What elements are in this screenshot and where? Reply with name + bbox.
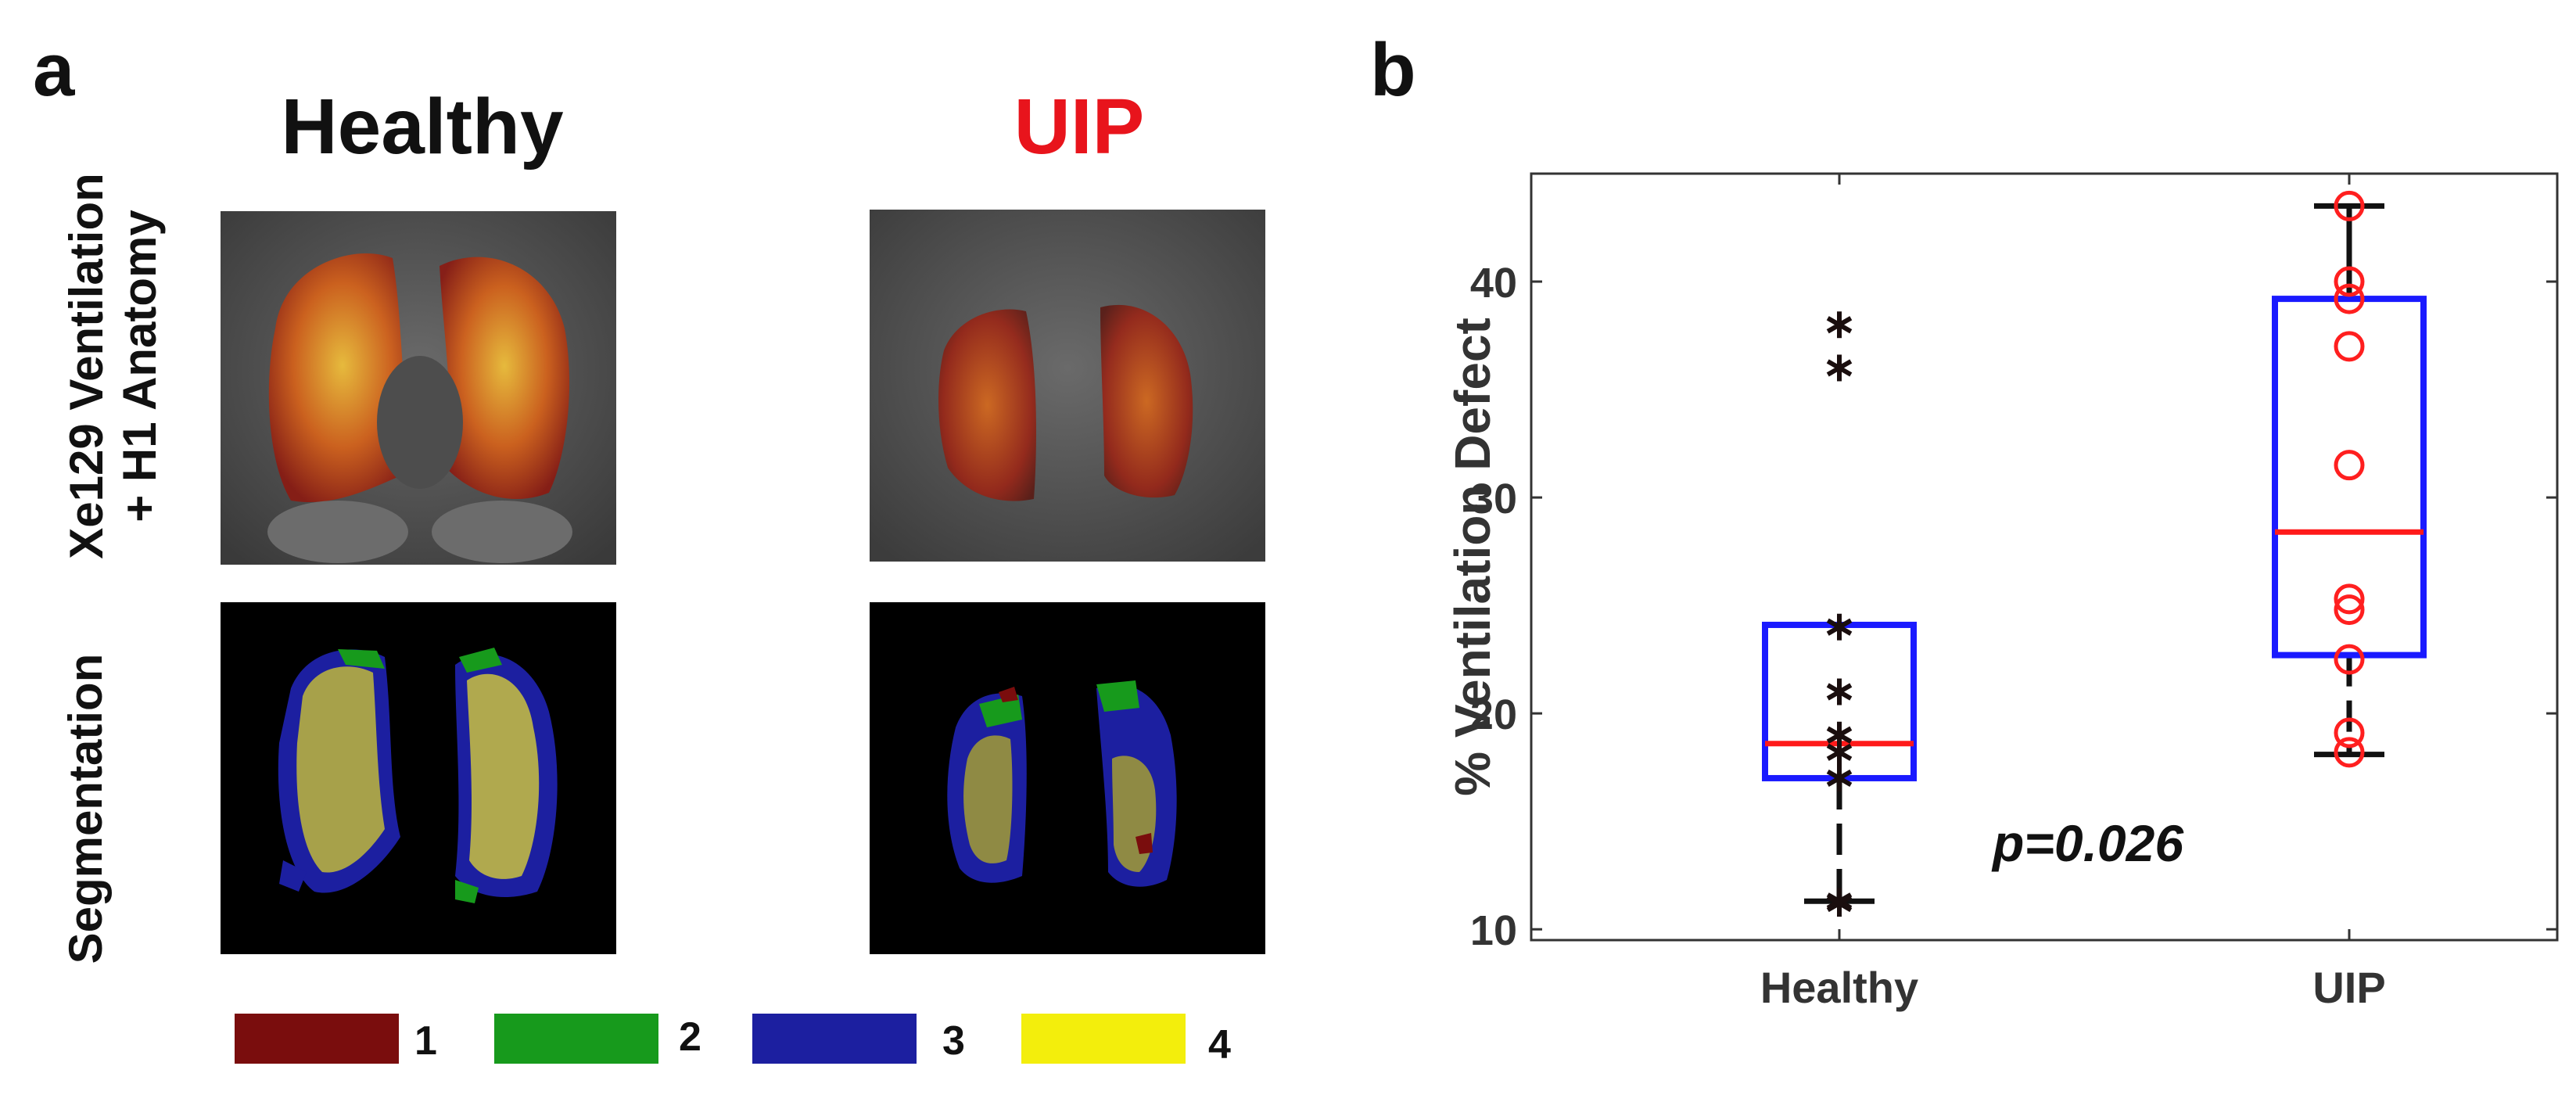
y-tick-label: 10: [1470, 907, 1517, 954]
legend-label-1: 1: [414, 1018, 437, 1064]
data-point: [2334, 717, 2365, 748]
box-uip: [2272, 296, 2427, 659]
data-point: [2334, 331, 2365, 362]
data-point: [1826, 764, 1853, 792]
legend-label-2: 2: [679, 1014, 701, 1060]
p-value-annotation: p=0.026: [1993, 814, 2184, 872]
healthy-segmentation-image: [221, 602, 616, 954]
uip-segmentation-image: [870, 602, 1265, 954]
legend-swatch-2: [494, 1014, 658, 1064]
x-tick-label: Healthy: [1760, 963, 1918, 1012]
legend-swatch-3: [752, 1014, 917, 1064]
data-point: [1826, 678, 1853, 705]
data-point: [2334, 190, 2365, 221]
data-point: [1826, 311, 1853, 339]
panel-a-letter: a: [33, 28, 75, 112]
healthy-ventilation-image: [221, 211, 616, 565]
data-point: [1826, 613, 1853, 641]
y-tick-label: 40: [1470, 260, 1517, 307]
data-point: [2334, 737, 2365, 768]
data-point: [2334, 450, 2365, 481]
axes-frame: [1530, 172, 2559, 942]
column-title-healthy: Healthy: [281, 83, 564, 171]
data-point: [2334, 644, 2365, 675]
column-title-uip: UIP: [1014, 83, 1145, 171]
data-point: [2334, 583, 2365, 615]
data-point: [2334, 283, 2365, 314]
legend-label-4: 4: [1208, 1022, 1231, 1068]
x-tick-label: UIP: [2312, 963, 2385, 1012]
panel-b-letter: b: [1370, 28, 1416, 112]
legend-swatch-1: [235, 1014, 399, 1064]
legend-label-3: 3: [942, 1018, 965, 1064]
data-point: [1826, 738, 1853, 766]
uip-ventilation-image: [870, 210, 1265, 562]
y-tick-label: 20: [1470, 691, 1517, 738]
y-axis-label: % Ventilation Defect: [1444, 318, 1501, 796]
y-tick-label: 30: [1470, 476, 1517, 522]
data-point: [2334, 266, 2365, 297]
data-point: [1826, 354, 1853, 382]
data-point: [2334, 594, 2365, 626]
legend-swatch-4: [1021, 1014, 1186, 1064]
data-point: [1826, 890, 1853, 917]
